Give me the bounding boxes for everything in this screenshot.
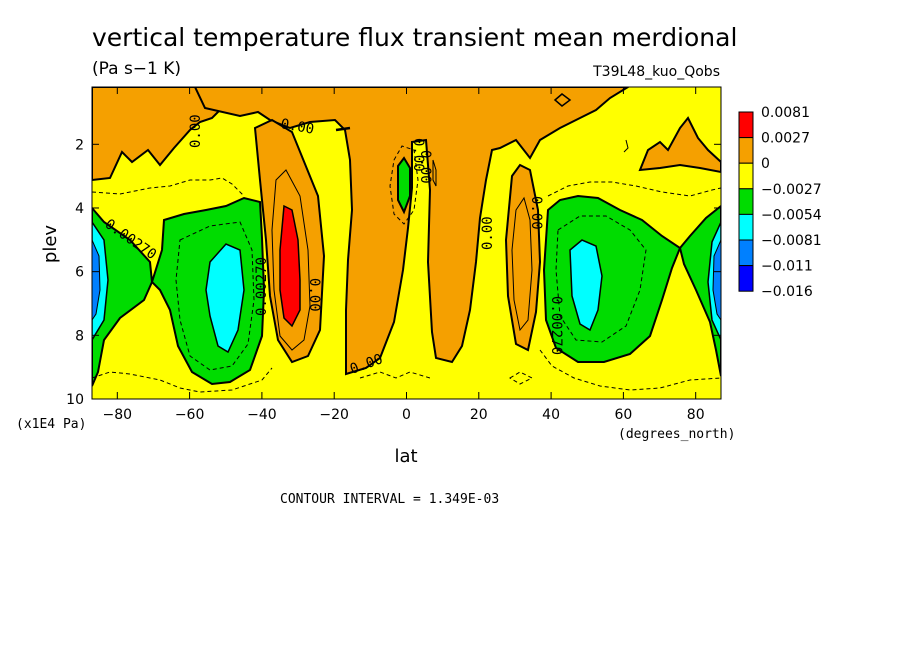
orange-region-nh-upper [638,116,721,174]
orange-region-central [193,87,630,376]
green-region-equator [397,156,411,215]
x-tick-label: 0 [402,407,411,423]
x-tick-label: 80 [687,407,705,423]
colorbar-label: −0.0081 [761,233,822,249]
blue-region-sh-edge [92,239,101,321]
y-tick-label: 4 [75,201,84,217]
nh-tongue-inner [511,196,533,332]
x-axis: −80 −60 −40 −20 0 20 40 60 80 [103,87,705,423]
x-tick-label: 40 [542,407,560,423]
colorbar-label: −0.0027 [761,182,822,198]
colorbar-label: 0.0081 [761,105,810,121]
dashed-contour-sh-inner [175,221,255,371]
colorbar: 0.0081 0.0027 0 −0.0027 −0.0054 −0.0081 −0.011… [738,105,822,300]
cyan-region-nh [569,239,603,332]
red-max-region [279,204,301,328]
solid-contour-sh-tongue [271,169,311,351]
contour-field [92,87,721,399]
colorbar-label: 0 [761,156,770,172]
contour-label-8: 0.00 [480,216,496,250]
dashed-contour-bottom-eq [359,371,431,379]
chart-units: (Pa s−1 K) [92,59,181,79]
colorbar-label: −0.011 [761,259,813,275]
colorbar-label: −0.0054 [761,207,822,223]
colorbar-swatch [738,162,754,190]
y-tick-label: 6 [75,265,84,281]
contour-label-1: 0.00 [188,114,204,148]
y-axis-title: plev [40,225,61,264]
dashed-contour-bottom-nh [509,371,534,385]
dataset-label: T39L48_kuo_Qobs [592,64,720,80]
colorbar-swatch [738,265,754,292]
dashed-contour-nh-1 [547,181,721,197]
contour-label-9: 0.00 [528,196,544,230]
y-tick-label: 10 [66,392,84,408]
contour-interval: CONTOUR INTERVAL = 1.349E-03 [280,492,499,507]
dashed-contour-sh-1 [92,177,245,197]
colorbar-swatch [738,213,754,241]
solid-contour-top-right [623,139,629,153]
chart-title: vertical temperature flux transient mean… [92,23,737,52]
x-tick-label: −20 [319,407,349,423]
solid-contour-top [553,93,572,107]
y-axis: 2 4 6 8 10 [66,137,721,408]
y-tick-label: 8 [75,328,84,344]
cyan-region-sh [205,243,245,354]
x-tick-label: −60 [175,407,205,423]
colorbar-label: −0.016 [761,284,813,300]
colorbar-swatch [738,137,754,164]
colorbar-swatch [738,111,754,139]
contour-label-5: 0.00 [306,278,322,312]
dashed-contour-sh-2 [92,367,273,393]
contour-label-2: 0.00 [279,116,315,138]
x-tick-label: 60 [614,407,632,423]
x-axis-title: lat [394,446,417,467]
x-tick-label: 20 [470,407,488,423]
green-region-sh-edge [92,206,154,387]
green-region-nh [542,194,682,363]
y-tick-label: 2 [75,137,84,153]
colorbar-swatch [738,188,754,215]
blue-region-nh-edge [712,239,721,321]
contour-label-10: 0.00270 [548,296,564,355]
x-axis-units: (degrees_north) [618,427,735,442]
x-tick-label: −40 [247,407,277,423]
dashed-contour-nh-2 [539,349,721,391]
contour-label-7: 0.00 [410,138,426,172]
colorbar-swatch [738,239,754,267]
x-tick-label: −80 [103,407,133,423]
solid-contour-sh-short [335,126,351,132]
colorbar-label: 0.0027 [761,131,810,147]
dashed-contour-nh-inner [555,215,647,343]
contour-label-4: 0.00270 [254,257,270,316]
y-axis-units: (x1E4 Pa) [16,417,86,432]
solid-contour-eq-thin [432,159,437,187]
contour-label-11: 0.00 [417,150,433,184]
